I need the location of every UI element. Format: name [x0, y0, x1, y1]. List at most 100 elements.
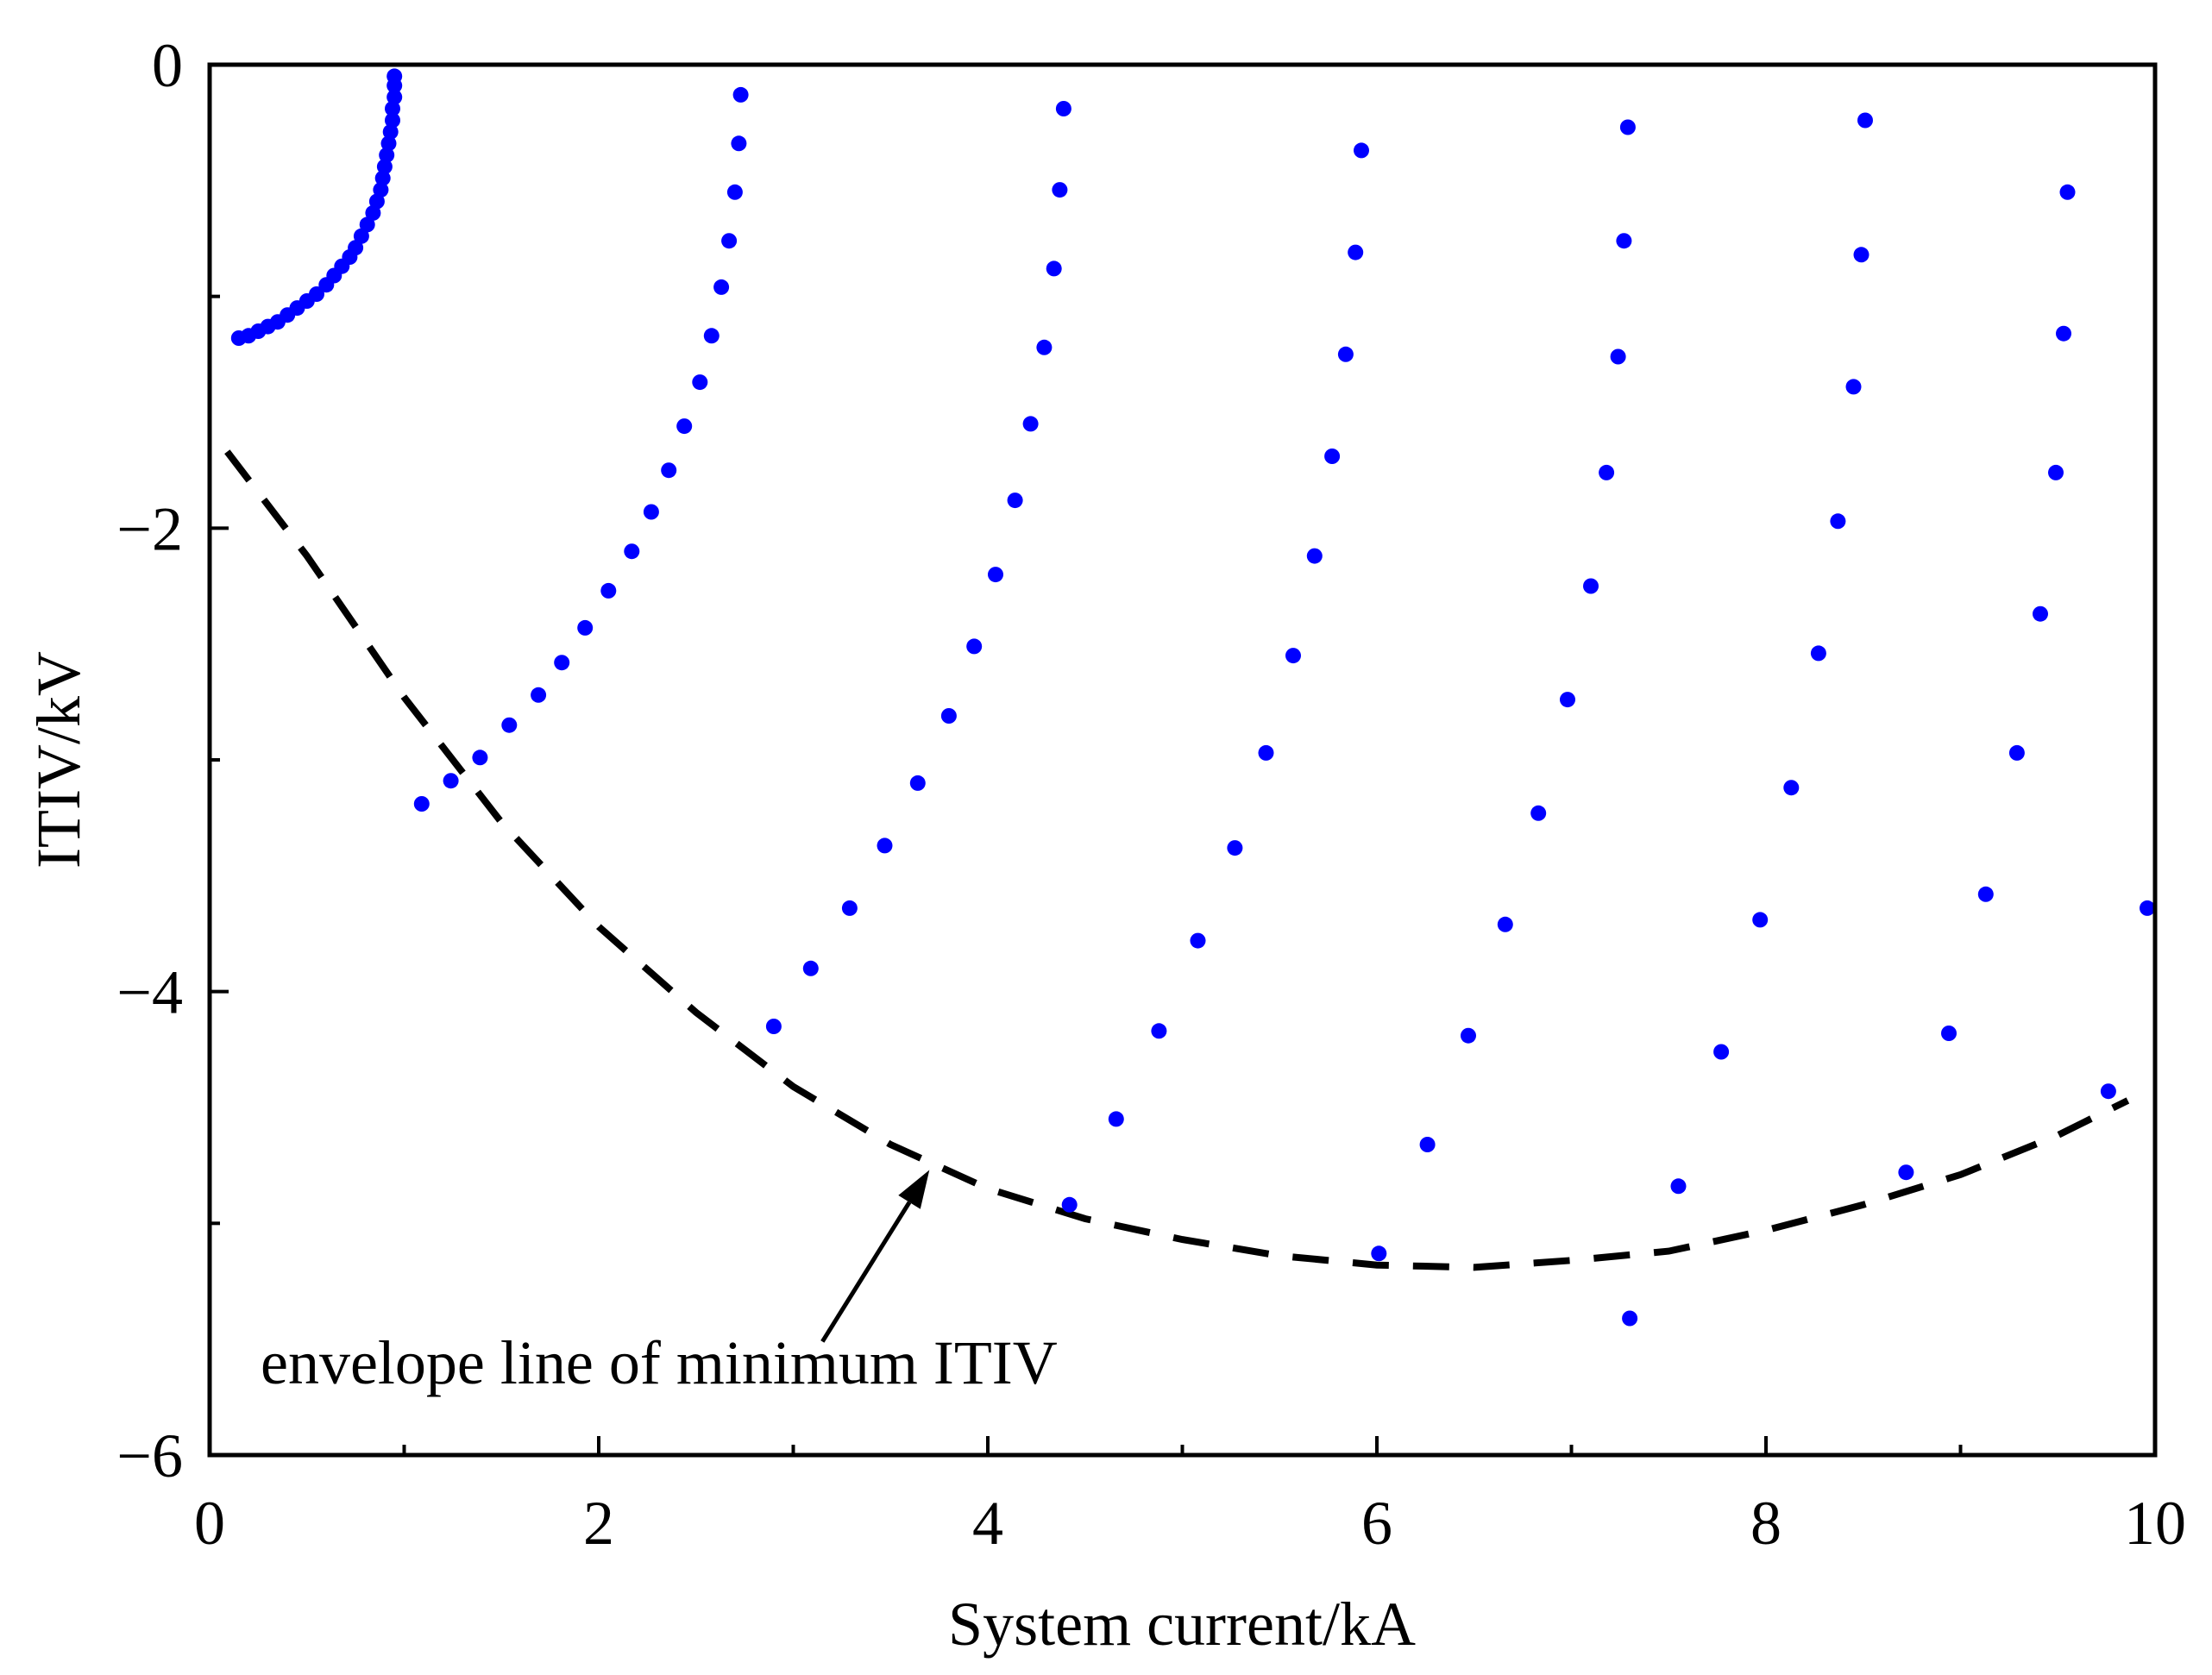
annotation-text: envelope line of minimum ITIV [261, 1328, 1058, 1397]
data-point [1324, 449, 1341, 464]
data-point [1857, 112, 1873, 129]
data-point [624, 543, 640, 560]
data-point [1258, 744, 1274, 761]
data-point [379, 147, 395, 163]
data-point [1306, 548, 1323, 564]
data-point [661, 462, 677, 479]
points-layer [230, 68, 2155, 1327]
y-tick-label: 0 [152, 31, 183, 100]
data-point [1055, 101, 1071, 116]
y-tick-label: −4 [116, 958, 183, 1027]
data-point [1560, 692, 1575, 708]
x-tick-label: 2 [583, 1489, 614, 1558]
x-tick-label: 6 [1361, 1489, 1392, 1558]
data-point [359, 216, 375, 233]
data-point [531, 687, 547, 703]
data-point [1285, 648, 1301, 664]
series-6 [1622, 112, 1873, 1327]
data-point [1151, 1023, 1167, 1039]
data-point [909, 775, 926, 791]
data-point [1619, 119, 1636, 135]
data-point [940, 708, 957, 724]
data-point [841, 900, 858, 916]
data-point [966, 638, 983, 655]
data-point [643, 504, 659, 520]
data-point [413, 796, 430, 812]
data-point [988, 567, 1003, 583]
data-point [376, 159, 393, 175]
data-point [1419, 1137, 1436, 1152]
data-point [501, 717, 518, 733]
data-point [374, 170, 391, 186]
data-point [1752, 912, 1769, 928]
data-point [1497, 916, 1513, 932]
plot-frame [207, 62, 2158, 1458]
data-point [1622, 1310, 1638, 1327]
envelope-line [224, 449, 2130, 1271]
data-point [692, 374, 708, 391]
data-point [2008, 744, 2025, 761]
data-point [380, 135, 397, 152]
envelope-layer [224, 449, 2130, 1271]
data-point [1046, 260, 1062, 277]
data-point [373, 182, 389, 198]
series-4 [1061, 142, 1369, 1213]
x-axis-label: System current/kA [948, 1590, 1416, 1659]
x-tick-label: 0 [194, 1489, 225, 1558]
data-point [1941, 1026, 1957, 1041]
data-point [1371, 1245, 1387, 1262]
data-point [676, 418, 693, 435]
data-point [1830, 513, 1846, 530]
data-point [1810, 645, 1826, 662]
x-tick-label: 10 [2124, 1489, 2186, 1558]
data-point [472, 750, 488, 766]
data-point [353, 228, 369, 244]
data-point [309, 286, 324, 302]
series-7 [1898, 184, 2076, 1181]
data-point [1007, 492, 1023, 509]
data-point [385, 101, 400, 116]
data-point [1616, 233, 1632, 249]
data-point [1977, 886, 1994, 902]
data-point [1022, 416, 1039, 432]
y-axis-label: ITIV/kV [24, 651, 93, 869]
series-3 [765, 101, 1071, 1034]
data-point [600, 582, 617, 599]
x-tick-label: 4 [972, 1489, 1003, 1558]
data-point [1898, 1164, 1914, 1181]
data-point [2048, 464, 2064, 480]
data-point [2059, 184, 2076, 200]
data-point [731, 135, 747, 152]
data-point [1337, 346, 1354, 362]
data-point [1108, 1111, 1124, 1127]
data-point [577, 619, 594, 636]
data-point [877, 838, 893, 854]
series-2 [413, 86, 749, 812]
data-point [382, 123, 399, 140]
data-point [732, 86, 749, 103]
data-point [713, 279, 730, 295]
data-point [386, 89, 403, 105]
data-point [1348, 244, 1364, 260]
data-point [726, 184, 743, 200]
data-point [554, 655, 570, 671]
data-point [1783, 780, 1800, 796]
annotation-layer: envelope line of minimum ITIV [261, 1170, 1058, 1397]
data-point [1061, 1196, 1078, 1213]
data-point [1036, 339, 1053, 355]
data-point [1530, 805, 1547, 821]
y-tick-label: −2 [116, 494, 183, 563]
annotation-arrow-shaft [820, 1201, 912, 1343]
data-point [1845, 379, 1862, 395]
data-point [386, 68, 403, 85]
data-point [443, 773, 459, 789]
data-point [1713, 1044, 1730, 1060]
data-point [1610, 348, 1626, 365]
data-point [2056, 325, 2071, 342]
data-point [703, 328, 720, 344]
series-1 [230, 68, 403, 346]
series-5 [1371, 119, 1636, 1262]
data-point [1190, 932, 1206, 949]
data-point [2100, 1083, 2116, 1100]
